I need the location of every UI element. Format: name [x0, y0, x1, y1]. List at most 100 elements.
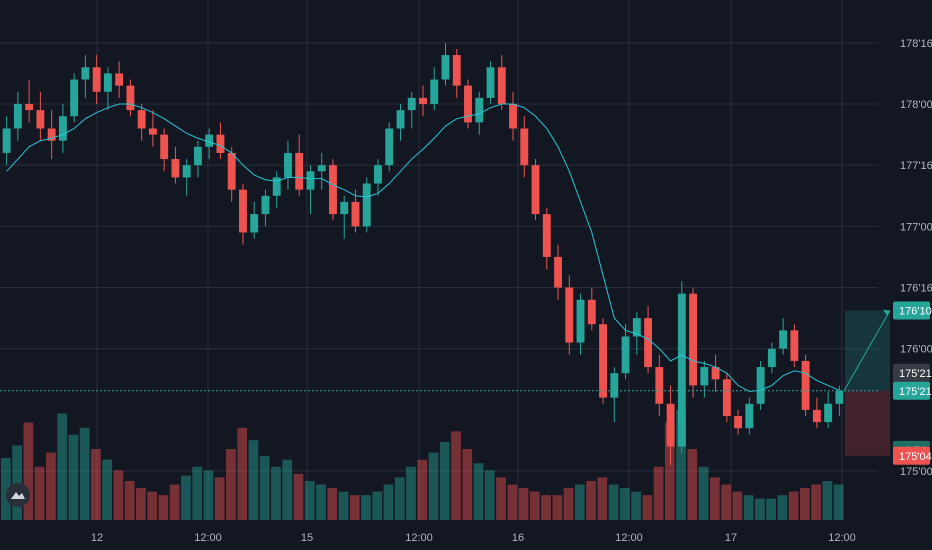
volume-bar	[79, 427, 90, 520]
candle-body	[497, 67, 506, 104]
time-tick-label: 12:00	[405, 532, 433, 544]
volume-bar	[619, 488, 630, 520]
candle-body	[767, 348, 776, 368]
candle-body	[486, 67, 495, 98]
volume-bar	[1, 457, 11, 520]
volume-bar	[709, 477, 720, 520]
candle-body	[711, 367, 720, 380]
candle-body	[621, 336, 630, 374]
candle-body	[81, 67, 90, 80]
volume-bar	[563, 488, 574, 520]
candle-body	[329, 165, 337, 215]
volume-bar	[23, 422, 34, 520]
moving-average-line	[6, 103, 840, 393]
candle-body	[745, 403, 754, 429]
volume-bar	[597, 477, 608, 520]
candle-body	[239, 189, 247, 233]
volume-bar	[124, 480, 135, 520]
candle-body	[441, 55, 450, 80]
candle-body	[655, 367, 664, 404]
candle-body	[599, 324, 607, 398]
price-tick-label: 178'00	[900, 99, 932, 111]
candle-body	[250, 214, 259, 233]
volume-bar	[237, 427, 248, 520]
candle-body	[58, 116, 67, 141]
volume-bar	[586, 480, 596, 520]
candle-body	[351, 201, 360, 227]
volume-bar	[822, 480, 833, 520]
candle-body	[531, 165, 540, 215]
candle-body	[509, 104, 517, 129]
volume-bar	[766, 498, 776, 520]
volume-bar	[383, 484, 394, 520]
volume-bar	[484, 470, 495, 520]
volume-bar	[574, 484, 585, 520]
candle-body	[565, 287, 574, 343]
volume-bar	[192, 466, 203, 520]
price-badge	[893, 381, 930, 400]
candle-body	[295, 152, 304, 190]
volume-bar	[113, 470, 124, 520]
candle-body	[272, 177, 281, 196]
price-badge-label: 175'21	[899, 386, 932, 398]
candle-body	[182, 165, 191, 178]
volume-bar	[46, 452, 56, 520]
volume-bar	[91, 449, 101, 520]
volume-bar	[293, 473, 304, 520]
candle-body	[452, 55, 461, 86]
price-tick-label: 175'00	[900, 466, 932, 478]
candle-body	[317, 165, 326, 172]
candle-body	[2, 128, 11, 153]
price-badge	[893, 301, 930, 320]
candle-body	[261, 195, 270, 215]
position-loss-zone	[845, 390, 890, 456]
volume-bar	[507, 484, 518, 520]
candle-body	[193, 146, 202, 166]
volume-bar	[12, 445, 23, 520]
volume-bar	[316, 484, 326, 520]
candle-body	[812, 409, 821, 423]
volume-bar	[687, 449, 698, 520]
candle-body	[47, 128, 56, 141]
volume-bar	[417, 459, 428, 520]
candle-body	[835, 390, 844, 404]
candle-body	[160, 134, 169, 160]
candle-body	[756, 367, 765, 404]
candle-body	[216, 134, 225, 153]
candle-body	[689, 293, 698, 386]
volume-bar	[496, 477, 506, 520]
candle-body	[475, 97, 484, 123]
candle-body	[779, 330, 788, 349]
volume-bar	[102, 459, 113, 520]
candle-body	[542, 214, 551, 257]
candle-body	[306, 171, 315, 190]
candle-body	[722, 379, 731, 416]
candle-body	[362, 183, 371, 227]
tradingview-logo-icon[interactable]	[6, 483, 30, 507]
volume-bar	[743, 495, 754, 520]
volume-bar	[451, 431, 461, 520]
volume-bar	[203, 470, 214, 520]
candle-body	[464, 85, 472, 123]
forecast-arrow-line	[843, 310, 891, 392]
candle-body	[801, 360, 810, 410]
candle-body	[171, 159, 180, 178]
candle-body	[126, 85, 135, 111]
candle-body	[227, 152, 236, 190]
price-tick-label: 178'16	[900, 38, 932, 50]
candle-body	[644, 318, 653, 368]
volume-bar	[811, 484, 821, 520]
candle-body	[148, 128, 157, 135]
volume-bar	[777, 495, 788, 520]
candle-body	[385, 128, 394, 166]
volume-bar	[676, 410, 686, 520]
candle-body	[700, 367, 709, 386]
volume-bar	[721, 484, 731, 520]
volume-bar	[833, 484, 844, 520]
candle-body	[374, 165, 382, 184]
volume-bar	[248, 440, 259, 520]
volume-bar	[406, 466, 416, 520]
candle-body	[554, 256, 562, 288]
